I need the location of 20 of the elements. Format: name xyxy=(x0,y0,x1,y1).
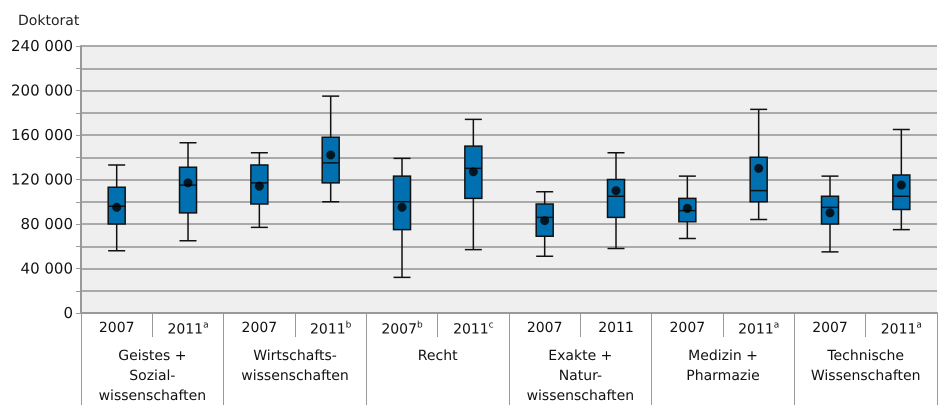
y-tick-label: 0 xyxy=(63,304,74,322)
y-tick-label: 160 000 xyxy=(11,126,74,144)
x-tick-label: 2007 xyxy=(242,320,278,336)
text: Recht xyxy=(418,348,458,364)
x-tick-label: 2011 xyxy=(598,320,634,336)
x-tick-label: 2007 xyxy=(812,320,848,336)
y-axis-title: Doktorat xyxy=(18,13,80,29)
y-tick-label: 40 000 xyxy=(20,260,74,278)
x-tick-label: 2007 xyxy=(670,320,706,336)
y-tick-label: 80 000 xyxy=(20,215,74,233)
x-tick-label: 2007 xyxy=(526,320,562,336)
text: Exakte + Natur- wissenschaften xyxy=(526,348,634,404)
y-tick-label: 200 000 xyxy=(11,82,74,100)
y-tick-label: 240 000 xyxy=(11,37,74,55)
text: Geistes + Sozial- wissenschaften xyxy=(98,348,206,404)
y-tick-label: 120 000 xyxy=(11,170,74,188)
text: Technische Wissenschaften xyxy=(810,348,920,384)
text: Wirtschafts- wissenschaften xyxy=(241,348,349,384)
text: Medizin + Pharmazie xyxy=(686,348,760,384)
x-tick-label: 2007 xyxy=(98,320,135,336)
